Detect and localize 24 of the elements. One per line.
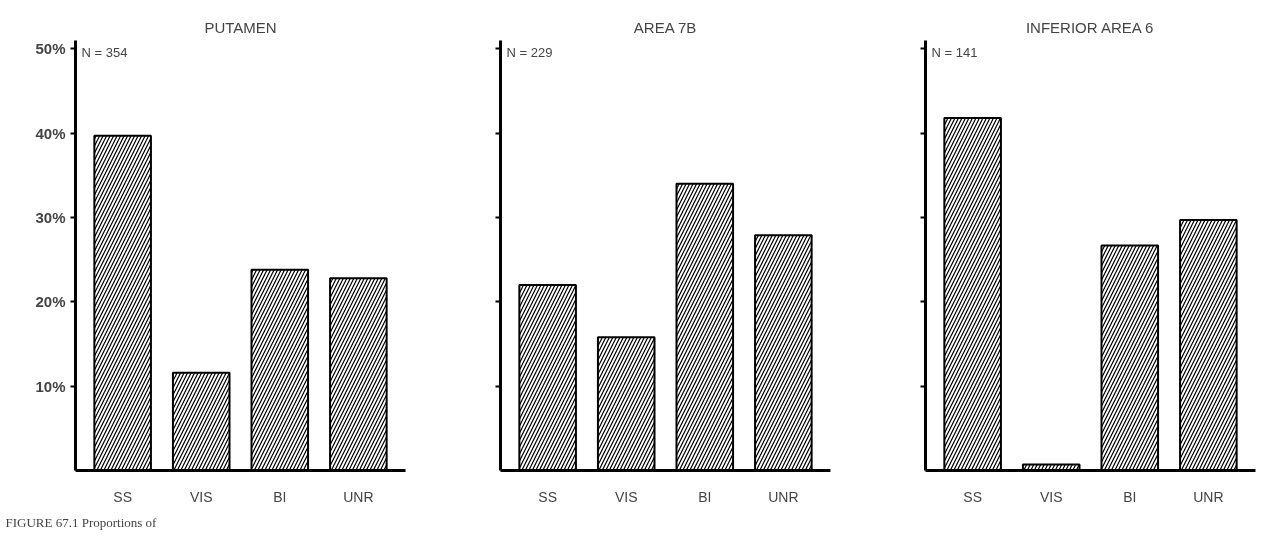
- x-tick-label: VIS: [1039, 488, 1063, 505]
- x-tick-label: SS: [963, 488, 982, 505]
- x-tick-label: SS: [538, 488, 557, 505]
- x-tick-label: UNR: [768, 488, 799, 505]
- caption: FIGURE 67.1 Proportions of: [5, 514, 158, 530]
- annotation: N = 229: [506, 44, 553, 60]
- x-tick-label: BI: [273, 488, 287, 505]
- chart-title: INFERIOR AREA 6: [1025, 18, 1154, 36]
- x-tick-label: UNR: [1193, 488, 1224, 505]
- x-tick-label: UNR: [343, 488, 374, 505]
- x-tick-label: VIS: [189, 488, 213, 505]
- x-tick-label: BI: [1123, 488, 1137, 505]
- y-tick-label: 40%: [35, 124, 66, 142]
- y-tick-label: 30%: [35, 209, 66, 227]
- y-tick-label: 10%: [35, 377, 66, 395]
- annotation: N = 141: [931, 44, 978, 60]
- x-tick-label: SS: [113, 488, 132, 505]
- y-tick-label: 50%: [35, 40, 66, 58]
- chart-title: AREA 7B: [633, 18, 697, 36]
- chart-title: PUTAMEN: [204, 18, 277, 36]
- x-tick-label: BI: [698, 488, 712, 505]
- annotation: N = 354: [81, 44, 128, 60]
- y-tick-label: 20%: [35, 293, 66, 311]
- x-tick-label: VIS: [614, 488, 638, 505]
